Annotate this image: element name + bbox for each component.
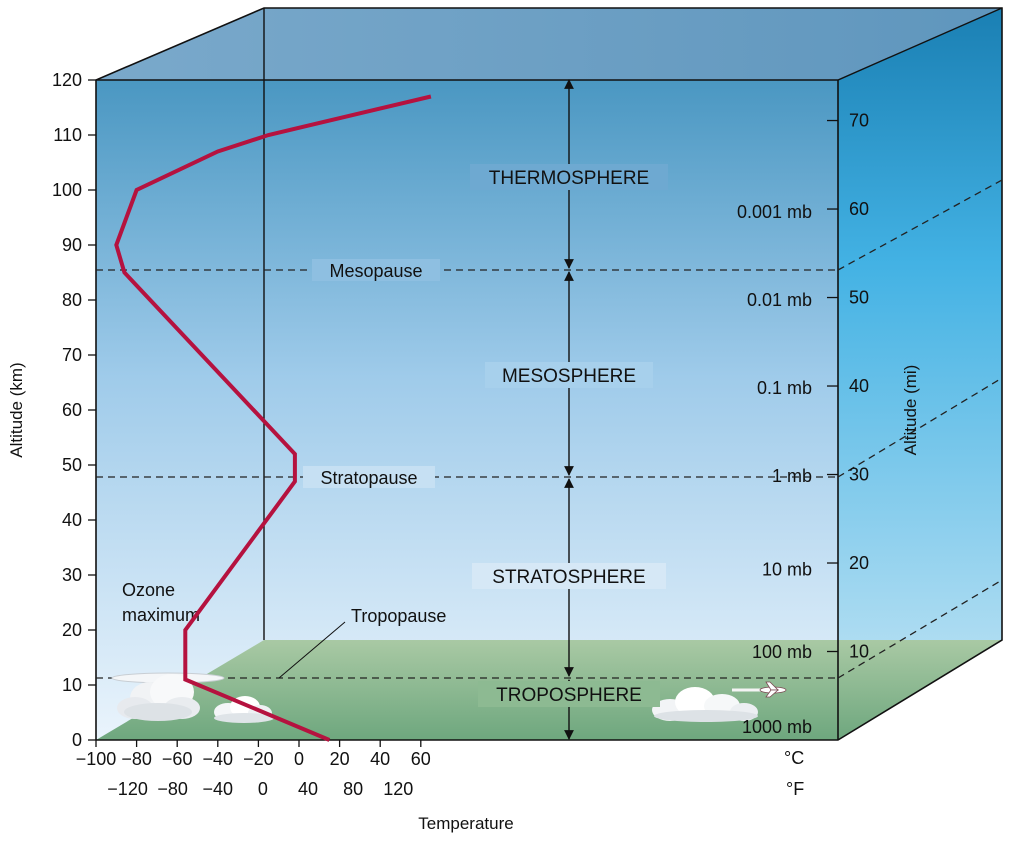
km-tick-label: 100 — [52, 180, 82, 200]
km-axis-ticks: 0 10 20 30 40 50 60 70 80 90 100 110 120 — [52, 70, 96, 750]
km-tick-label: 10 — [62, 675, 82, 695]
fahrenheit-tick-label: −40 — [203, 779, 234, 799]
fahrenheit-tick-label: −80 — [157, 779, 188, 799]
km-tick-label: 90 — [62, 235, 82, 255]
right-axis-title: Altitude (mi) — [901, 365, 920, 456]
stratopause-label: Stratopause — [320, 468, 417, 488]
celsius-tick-label: 20 — [330, 749, 350, 769]
tropopause-label: Tropopause — [351, 606, 446, 626]
tropopause-side-line — [837, 579, 1003, 679]
pressure-label: 0.01 mb — [747, 290, 812, 310]
box-front-face — [96, 80, 838, 740]
mesopause-label-bg — [312, 259, 440, 281]
celsius-tick-label: −80 — [121, 749, 152, 769]
thunderstorm-cloud-icon — [111, 672, 225, 721]
celsius-tick-label: 60 — [411, 749, 431, 769]
pressure-label: 0.1 mb — [757, 378, 812, 398]
celsius-unit: °C — [784, 748, 804, 768]
celsius-tick-label: −40 — [203, 749, 234, 769]
celsius-tick-label: 0 — [294, 749, 304, 769]
fahrenheit-unit: °F — [786, 779, 804, 799]
pressure-mile-axis-ticks: 10 20 30 40 50 60 70 1000 mb 100 mb 10 mb 1 mb 0.1 … — [737, 111, 869, 737]
mesosphere-label: MESOSPHERE — [502, 366, 636, 387]
pressure-label: 100 mb — [752, 642, 812, 662]
mesosphere-label-bg — [485, 362, 653, 388]
stratopause-label-bg — [303, 466, 435, 488]
pressure-label: 1 mb — [772, 466, 812, 486]
box-side-face — [838, 8, 1002, 740]
thermosphere-label-bg — [470, 164, 668, 190]
km-tick-label: 40 — [62, 510, 82, 530]
celsius-tick-label: −20 — [243, 749, 274, 769]
km-tick-label: 120 — [52, 70, 82, 90]
celsius-tick-label: −60 — [162, 749, 193, 769]
left-axis-title: Altitude (km) — [7, 362, 26, 457]
ozone-label-line2: maximum — [122, 605, 200, 625]
mile-tick-label: 60 — [849, 199, 869, 219]
airplane-icon — [732, 681, 787, 698]
stratopause-side-line — [837, 377, 1003, 478]
troposphere-label-bg — [478, 681, 660, 707]
stratosphere-label: STRATOSPHERE — [492, 567, 645, 588]
fahrenheit-tick-label: 40 — [298, 779, 318, 799]
mile-tick-label: 50 — [849, 288, 869, 308]
mile-tick-label: 10 — [849, 642, 869, 662]
mile-tick-label: 30 — [849, 465, 869, 485]
fahrenheit-tick-label: 80 — [343, 779, 363, 799]
km-tick-label: 20 — [62, 620, 82, 640]
mile-tick-label: 20 — [849, 553, 869, 573]
celsius-tick-label: −100 — [76, 749, 117, 769]
pressure-label: 1000 mb — [742, 717, 812, 737]
km-tick-label: 80 — [62, 290, 82, 310]
fahrenheit-tick-label: 120 — [383, 779, 413, 799]
ozone-label-line1: Ozone — [122, 580, 175, 600]
fahrenheit-tick-label: 0 — [258, 779, 268, 799]
celsius-tick-label: 40 — [370, 749, 390, 769]
temperature-profile-line — [114, 94, 432, 742]
stratosphere-label-bg — [472, 563, 666, 589]
mile-tick-label: 40 — [849, 376, 869, 396]
km-tick-label: 70 — [62, 345, 82, 365]
km-tick-label: 110 — [53, 125, 82, 145]
right-cloud-icon — [652, 687, 758, 722]
thermosphere-label: THERMOSPHERE — [489, 168, 649, 189]
pressure-label: 0.001 mb — [737, 202, 812, 222]
km-tick-label: 60 — [62, 400, 82, 420]
mile-tick-label: 70 — [849, 111, 869, 131]
pressure-label: 10 mb — [762, 560, 812, 580]
box-top-face — [96, 8, 1002, 80]
troposphere-label: TROPOSPHERE — [496, 685, 642, 706]
km-tick-label: 0 — [72, 730, 82, 750]
mesopause-label: Mesopause — [329, 261, 422, 281]
temperature-axis-ticks: −100 −80 −60 −40 −20 0 20 40 60−120 −80 −40 0 40 80 12… — [76, 740, 431, 799]
km-tick-label: 30 — [62, 565, 82, 585]
bottom-axis-title: Temperature — [418, 814, 513, 833]
km-tick-label: 50 — [62, 455, 82, 475]
tropopause-leader-line — [278, 621, 346, 679]
fahrenheit-tick-label: −120 — [107, 779, 148, 799]
